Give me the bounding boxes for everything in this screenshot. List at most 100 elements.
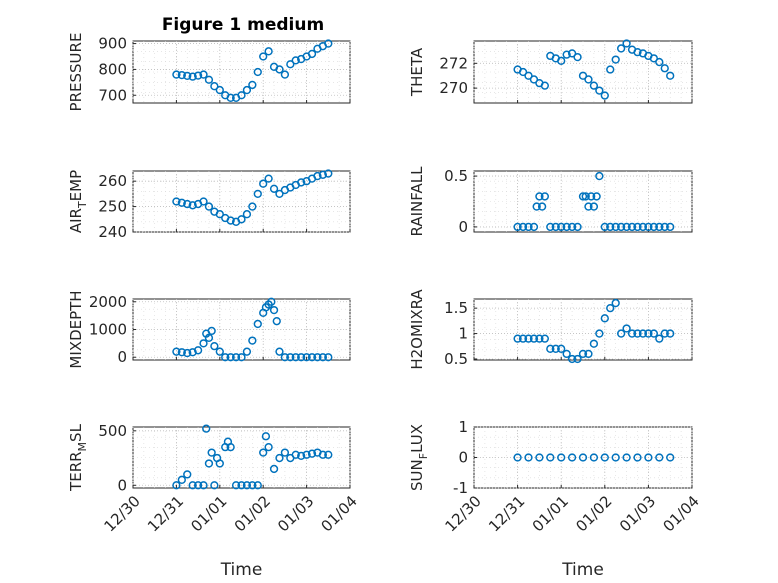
data-point [269, 305, 279, 315]
data-point [617, 44, 626, 53]
x-tick-label: 12/30 [442, 492, 485, 535]
data-point [655, 453, 664, 462]
data-point [253, 189, 262, 199]
y-axis-label: H2OMIXRA [408, 289, 426, 370]
y-tick-label: 2000 [89, 293, 127, 311]
data-point [546, 344, 555, 353]
data-point [633, 329, 642, 338]
data-point [280, 70, 290, 79]
data-point [291, 353, 300, 362]
data-point [318, 450, 328, 459]
data-point [172, 70, 181, 79]
y-tick-label: 1 [458, 325, 468, 343]
data-point [606, 304, 615, 313]
data-point [617, 329, 626, 338]
data-point [540, 81, 549, 90]
y-axis-label: RAINFALL [408, 166, 426, 237]
data-point [611, 453, 620, 462]
data-point [573, 52, 582, 62]
data-point [617, 222, 626, 232]
data-point [172, 197, 181, 206]
x-tick-label: 01/02 [231, 492, 274, 535]
y-tick-label: 260 [98, 172, 127, 190]
subplot-air: 240 250 260 AIRTEMP [67, 169, 351, 241]
data-point [567, 453, 577, 462]
data-point [324, 450, 333, 459]
data-point [666, 71, 675, 80]
data-point [204, 202, 214, 211]
y-tick-label: 800 [98, 60, 127, 78]
data-point [589, 202, 599, 211]
x-tick-label: 01/04 [660, 492, 703, 535]
data-point [600, 222, 609, 232]
data-point [210, 82, 219, 91]
data-point [633, 453, 642, 462]
y-tick-label: 0 [117, 348, 127, 366]
x-axis-label: Time [220, 560, 263, 580]
data-point [611, 298, 620, 308]
data-point [237, 215, 246, 224]
data-point [622, 222, 631, 232]
data-point [253, 319, 262, 329]
data-point [204, 333, 214, 342]
data-point [595, 86, 604, 95]
x-tick-label: 01/01 [529, 492, 572, 535]
data-point [242, 210, 252, 219]
y-tick-label: 1 [458, 418, 468, 436]
data-point [584, 75, 593, 84]
data-point [557, 56, 566, 65]
data-point [324, 353, 333, 362]
data-point [188, 481, 197, 490]
y-tick-label: 0.5 [444, 167, 468, 185]
data-point [649, 54, 658, 63]
data-point [210, 481, 219, 490]
subplot-terr: 0 500 TERRMSL [67, 422, 351, 494]
data-point [172, 481, 181, 490]
x-tick-label: 01/04 [318, 492, 361, 535]
data-point [589, 81, 599, 90]
figure-title: Figure 1 medium [162, 15, 324, 35]
data-point [529, 334, 539, 343]
data-point [183, 199, 192, 209]
data-point [518, 67, 528, 77]
data-point [567, 49, 577, 58]
y-tick-label: 700 [98, 86, 127, 104]
data-point [518, 334, 528, 343]
data-point [193, 346, 203, 355]
data-point [272, 317, 281, 326]
data-point [567, 354, 577, 364]
data-point [302, 450, 311, 459]
data-point [644, 453, 653, 462]
data-point [221, 353, 230, 362]
data-point [172, 347, 181, 356]
y-tick-label: 0 [458, 218, 468, 236]
data-point [313, 353, 322, 362]
subplot-rainfall: 0 0.5 RAINFALL [408, 166, 693, 237]
y-tick-label: 0 [458, 449, 468, 467]
data-point [183, 348, 192, 358]
x-tick-label: 01/03 [616, 492, 659, 535]
y-axis-label: AIRTEMP [67, 170, 89, 233]
data-point [524, 222, 533, 232]
data-point [199, 481, 208, 490]
data-point [532, 202, 541, 211]
data-point [237, 481, 246, 490]
data-point [540, 334, 549, 343]
data-point [275, 189, 284, 199]
data-point [573, 354, 582, 364]
x-tick-label: 12/31 [144, 492, 187, 535]
data-point [204, 459, 214, 468]
data-point [600, 91, 609, 100]
data-point [291, 450, 300, 459]
data-point [573, 222, 582, 232]
y-tick-label: 250 [98, 198, 127, 216]
y-tick-label: 1000 [89, 321, 127, 339]
data-point [589, 339, 599, 348]
data-point [611, 222, 620, 232]
data-point [660, 64, 669, 73]
data-point [207, 326, 216, 336]
data-point [242, 347, 252, 356]
data-point [562, 222, 571, 232]
data-point [666, 222, 675, 232]
data-point [193, 71, 203, 80]
